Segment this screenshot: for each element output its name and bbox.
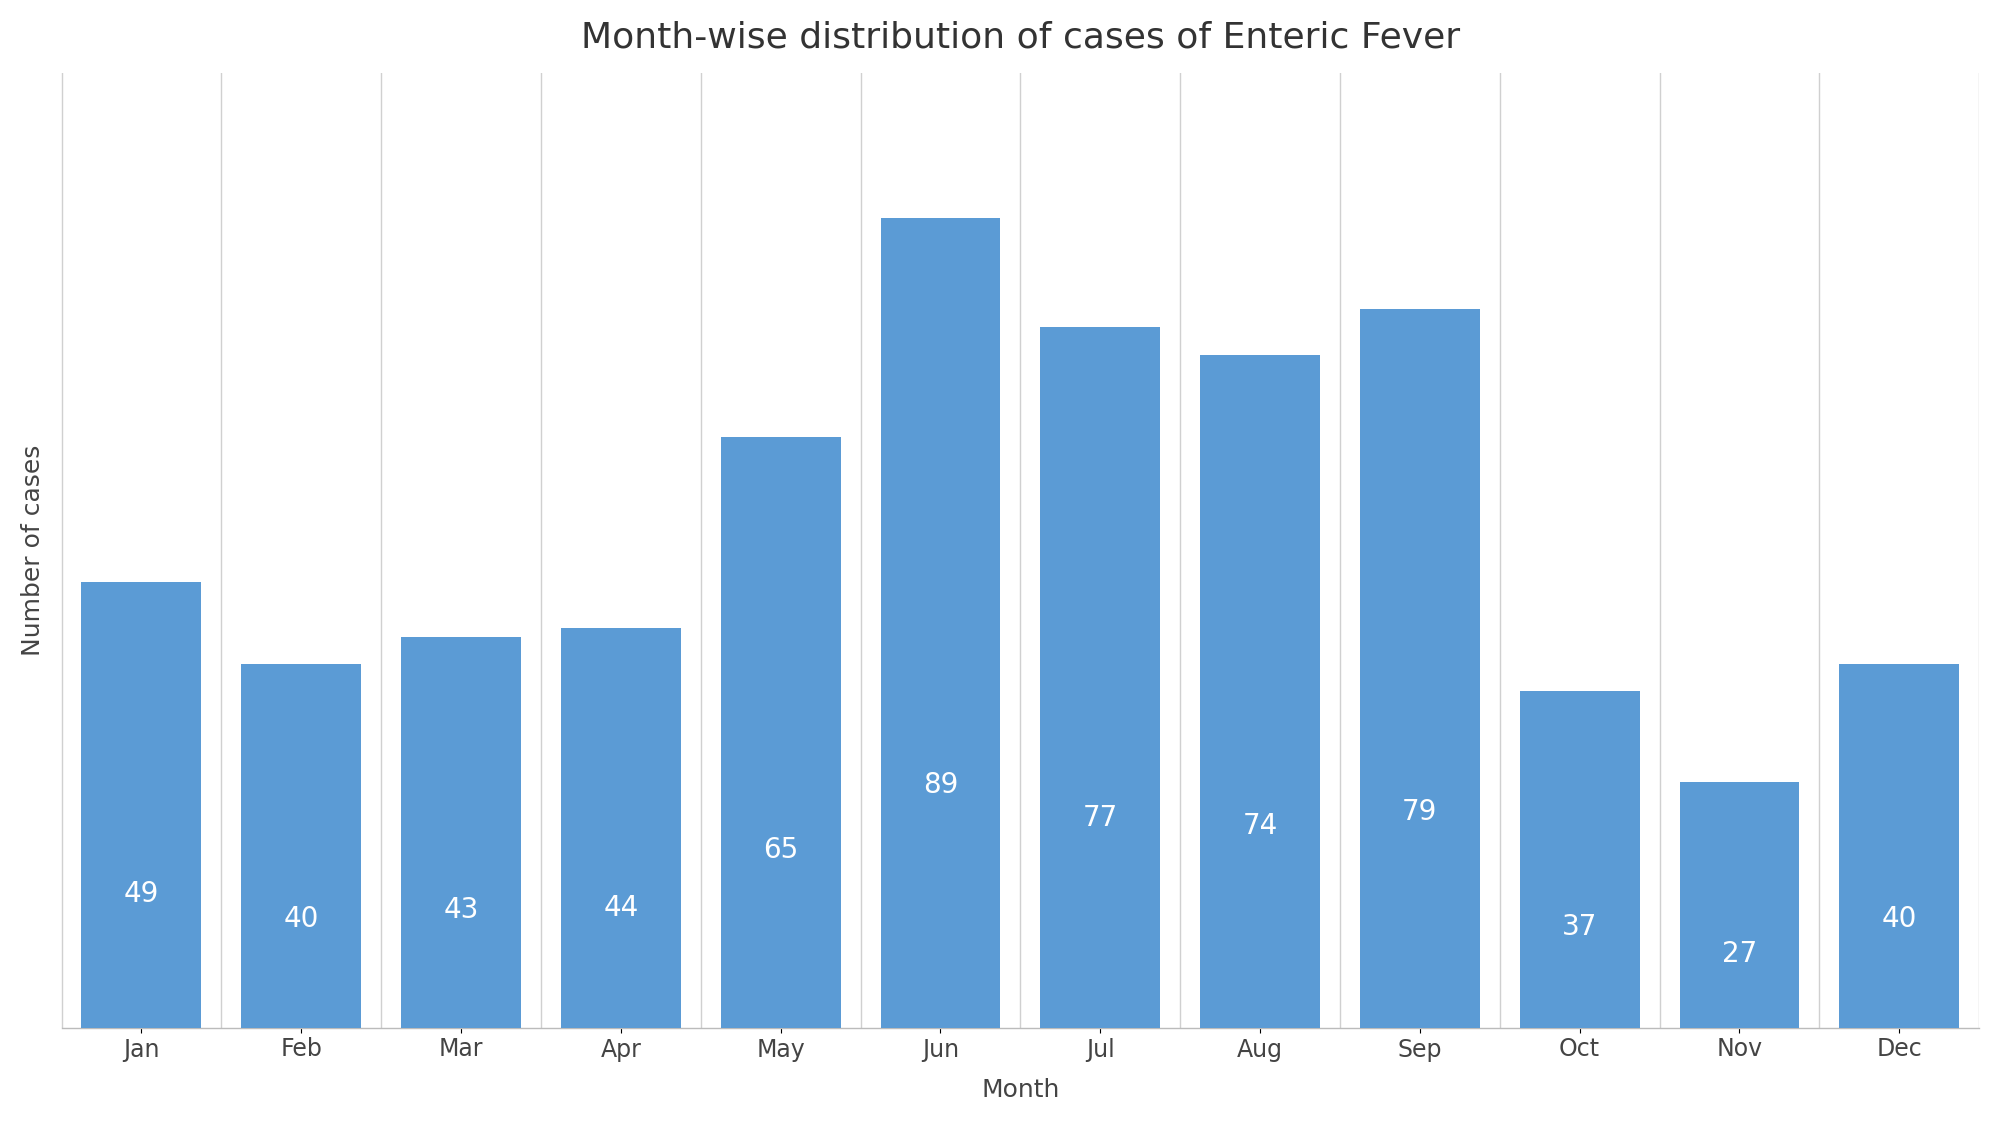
Bar	[1200, 355, 1320, 1028]
Bar	[82, 582, 202, 1028]
Title: Month-wise distribution of cases of Enteric Fever: Month-wise distribution of cases of Ente…	[580, 21, 1460, 55]
Bar	[1040, 328, 1160, 1028]
Text: 40: 40	[284, 905, 318, 932]
Bar	[1840, 664, 1960, 1028]
Text: 27: 27	[1722, 940, 1758, 968]
Bar	[242, 664, 362, 1028]
Bar	[402, 637, 520, 1028]
Bar	[1680, 783, 1800, 1028]
Text: 43: 43	[444, 896, 478, 924]
X-axis label: Month: Month	[982, 1078, 1060, 1102]
Text: 37: 37	[1562, 913, 1598, 941]
Text: 49: 49	[124, 880, 160, 909]
Text: 77: 77	[1082, 804, 1118, 832]
Text: 65: 65	[764, 837, 798, 865]
Y-axis label: Number of cases: Number of cases	[20, 445, 44, 656]
Bar	[1520, 692, 1640, 1028]
Text: 40: 40	[1882, 905, 1916, 932]
Text: 74: 74	[1242, 812, 1278, 840]
Bar	[1360, 309, 1480, 1028]
Bar	[720, 437, 840, 1028]
Text: 89: 89	[922, 772, 958, 798]
Text: 79: 79	[1402, 798, 1438, 827]
Text: 44: 44	[604, 894, 638, 922]
Bar	[880, 218, 1000, 1028]
Bar	[560, 628, 680, 1028]
